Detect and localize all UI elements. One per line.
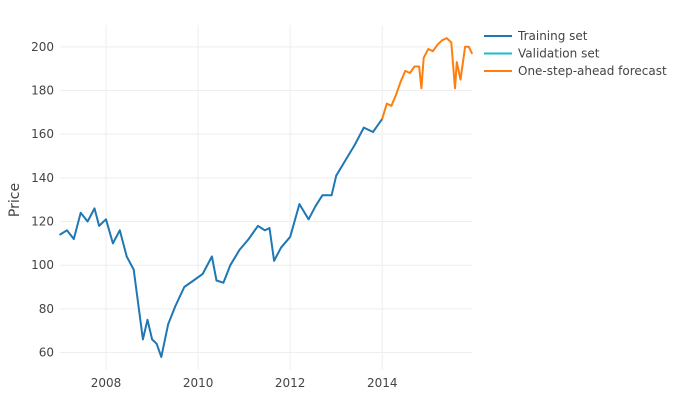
data-point (247, 238, 250, 240)
data-point (330, 194, 333, 197)
data-point (335, 174, 338, 177)
data-point (280, 246, 282, 249)
x-tick-label: 2012 (275, 376, 306, 390)
legend-label: Validation set (518, 47, 600, 61)
legend-item[interactable]: One-step-ahead forecast (484, 64, 667, 78)
data-point (264, 229, 266, 232)
data-point (229, 264, 232, 266)
data-point (422, 56, 425, 59)
x-tick-label: 2010 (183, 376, 214, 390)
series-line-0 (59, 118, 384, 358)
grid-lines (60, 25, 472, 370)
data-point (314, 205, 317, 208)
data-point (160, 356, 163, 358)
data-point (73, 238, 75, 240)
data-point (441, 39, 443, 42)
data-point (420, 87, 423, 90)
data-point (381, 118, 384, 120)
data-point (125, 255, 128, 258)
y-axis-ticks: 60 80 100 120 140 160 180 200 (31, 40, 54, 360)
data-point (450, 41, 453, 44)
data-point (372, 131, 374, 133)
data-point (307, 218, 310, 221)
data-point (167, 323, 169, 325)
data-point (142, 338, 144, 341)
data-point (418, 65, 420, 68)
x-axis-ticks: 2008 2010 2012 2014 (91, 376, 398, 390)
data-point (79, 211, 82, 214)
series-line-2 (381, 37, 473, 120)
data-point (454, 87, 456, 90)
data-point (151, 338, 153, 341)
series-lines (59, 37, 473, 358)
data-point (467, 46, 470, 48)
data-point (119, 229, 121, 232)
data-point (201, 273, 204, 275)
data-point (59, 233, 61, 236)
data-point (353, 144, 356, 146)
x-tick-label: 2014 (367, 376, 398, 390)
legend[interactable]: Training set Validation set One-step-ahead… (484, 29, 667, 78)
data-point (268, 227, 271, 229)
data-point (298, 203, 301, 205)
data-point (436, 43, 439, 46)
data-point (215, 279, 218, 282)
data-point (445, 37, 448, 39)
data-point (183, 286, 186, 288)
data-point (86, 220, 89, 223)
data-point (344, 159, 347, 162)
data-point (459, 78, 462, 81)
data-point (174, 305, 176, 308)
y-tick-label: 60 (39, 346, 54, 360)
y-tick-label: 120 (31, 215, 54, 229)
data-point (427, 48, 430, 50)
data-point (137, 303, 140, 306)
data-point (456, 61, 458, 63)
data-point (321, 194, 324, 197)
data-point (257, 225, 259, 227)
legend-item[interactable]: Training set (484, 29, 588, 43)
data-point (155, 342, 158, 345)
y-tick-label: 100 (31, 258, 54, 272)
data-point (413, 65, 416, 68)
data-point (409, 72, 411, 74)
y-tick-label: 140 (31, 171, 54, 185)
legend-label: Training set (517, 29, 588, 43)
data-point (192, 279, 195, 282)
data-point (395, 94, 397, 96)
legend-item[interactable]: Validation set (484, 47, 600, 61)
data-point (112, 242, 114, 245)
data-point (432, 50, 434, 53)
data-point (222, 281, 225, 284)
data-point (390, 104, 393, 107)
y-tick-label: 160 (31, 127, 54, 141)
y-tick-label: 200 (31, 40, 54, 54)
data-point (273, 260, 275, 262)
data-point (146, 318, 149, 321)
data-point (211, 255, 213, 258)
data-point (404, 70, 407, 72)
legend-label: One-step-ahead forecast (518, 64, 667, 78)
y-tick-label: 80 (39, 302, 54, 316)
y-tick-label: 180 (31, 84, 54, 98)
data-point (464, 46, 466, 48)
data-point (132, 268, 135, 271)
data-point (386, 102, 388, 105)
data-point (399, 80, 402, 83)
data-point (98, 225, 100, 227)
data-point (93, 207, 96, 210)
data-point (289, 236, 291, 238)
data-point (105, 218, 107, 221)
data-point (363, 126, 365, 129)
y-axis-title: Price (7, 183, 23, 217)
x-tick-label: 2008 (91, 376, 122, 390)
data-point (471, 52, 473, 55)
data-point (66, 229, 68, 232)
data-point (238, 249, 241, 251)
